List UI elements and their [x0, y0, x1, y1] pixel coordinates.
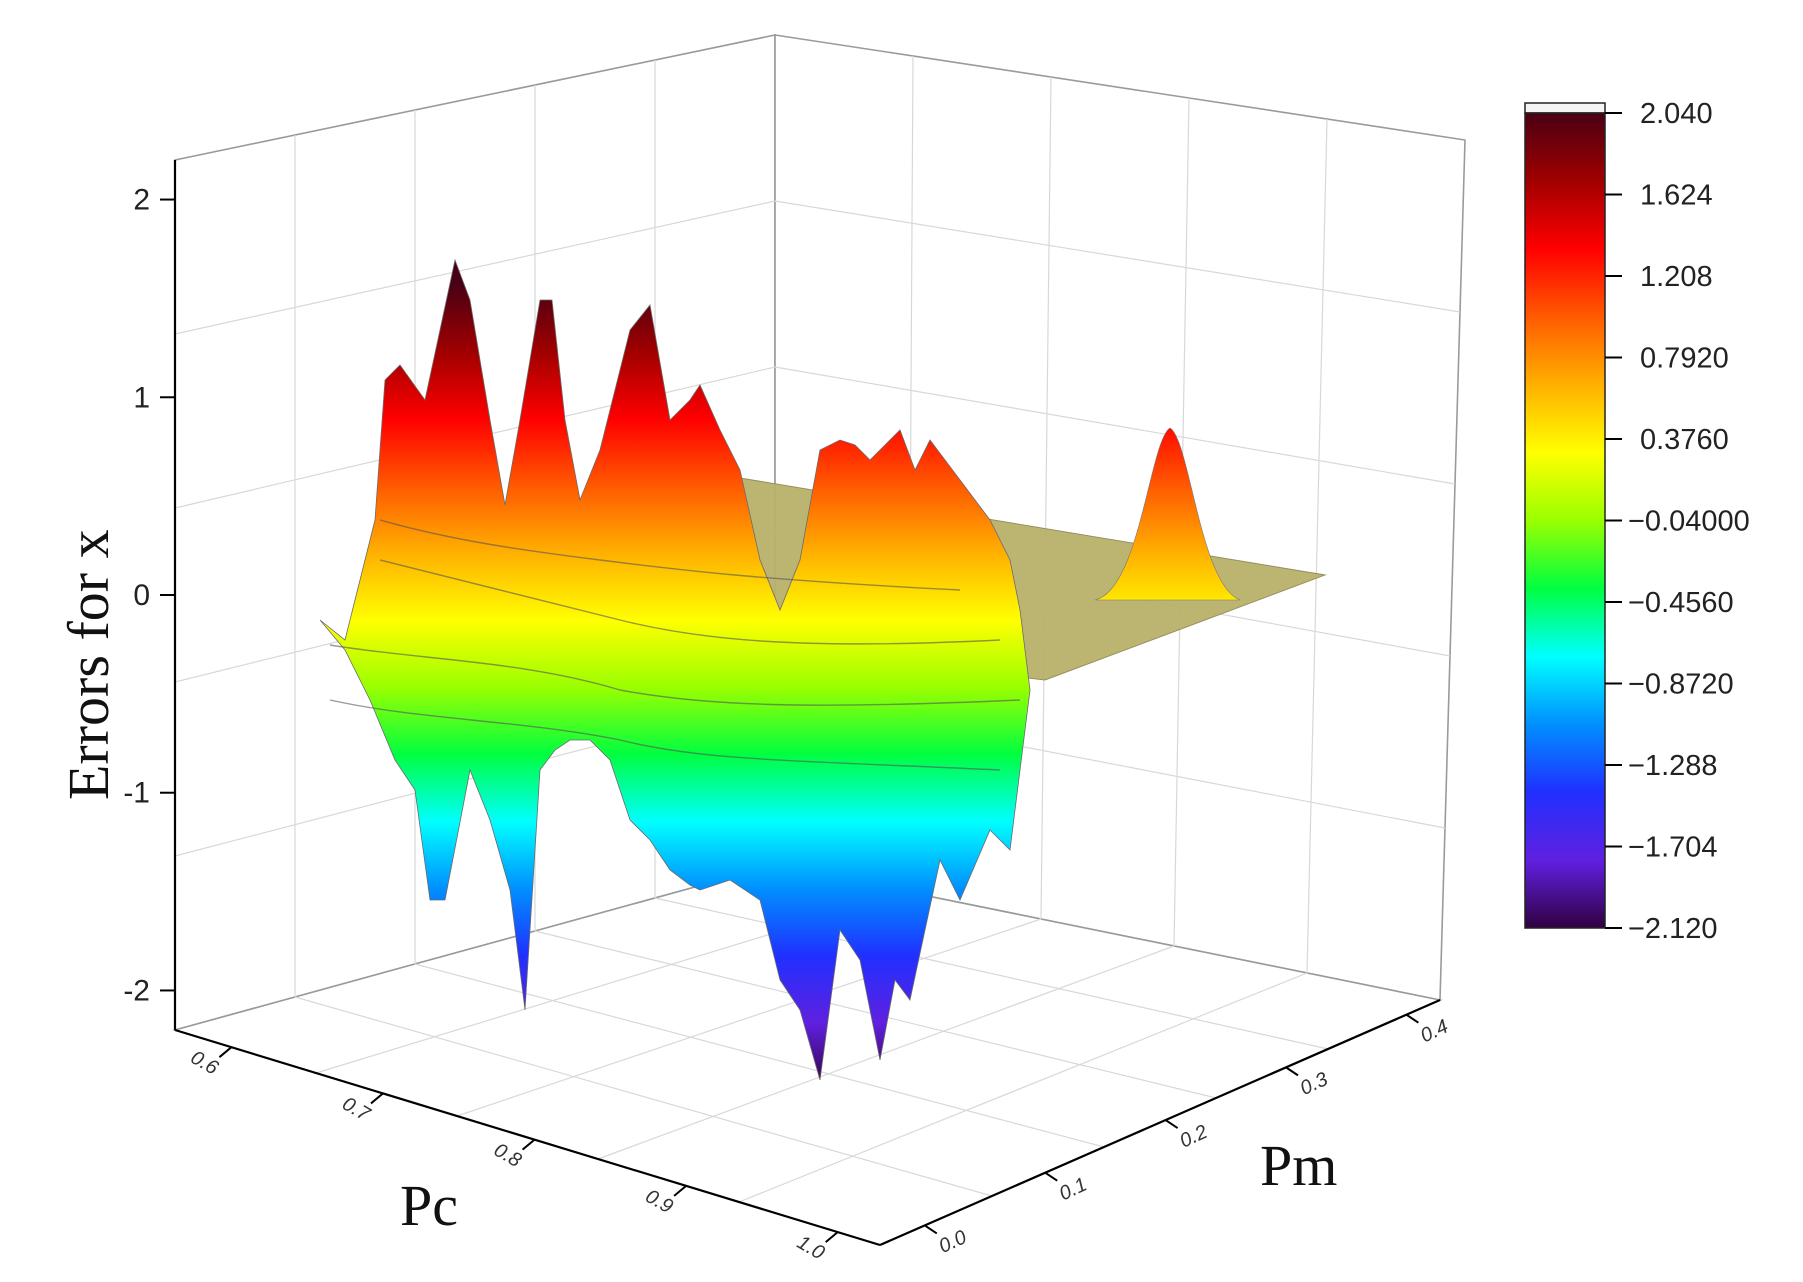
pc-tick-label: 0.6 — [187, 1047, 223, 1080]
colorbar-cap — [1524, 102, 1606, 114]
z-tick-label: 2 — [133, 184, 150, 217]
contour-line — [329, 644, 1021, 706]
colorbar-label: −1.288 — [1628, 750, 1718, 782]
pm-axis-title: Pm — [1260, 1133, 1337, 1198]
pc-tick-label: 0.8 — [490, 1139, 525, 1172]
contour-line — [329, 699, 1001, 771]
pm-tick-label: 0.3 — [1297, 1068, 1332, 1100]
colorbar: 2.040 1.624 1.208 0.7920 0.3760 −0.04000 −0.45… — [1524, 98, 1750, 945]
pc-tick-mark — [370, 1092, 384, 1105]
grid-line — [414, 963, 1105, 1148]
colorbar-label: 0.7920 — [1640, 343, 1729, 375]
pm-tick-mark — [924, 1224, 938, 1235]
pc-tick-label: 0.9 — [642, 1185, 677, 1218]
surface-body — [319, 258, 1031, 1081]
pm-tick-label: 0.4 — [1417, 1016, 1452, 1048]
z-tick-label: -2 — [123, 974, 150, 1007]
pm-tick-label: 0.1 — [1056, 1174, 1091, 1206]
pc-tick-label: 1.0 — [793, 1231, 828, 1264]
pm-axis-ticks: 0.0 0.1 0.2 0.3 0.4 — [924, 1013, 1452, 1258]
z-axis-title: Errors for x — [56, 529, 121, 800]
contour-line — [379, 559, 1001, 645]
colorbar-label: 1.208 — [1640, 261, 1713, 293]
grid-line — [738, 972, 1308, 1203]
grid-line — [597, 945, 1175, 1160]
grid-line — [774, 200, 1461, 313]
colorbar-label: 2.040 — [1640, 98, 1713, 130]
pm-tick-mark — [1165, 1119, 1179, 1129]
pm-tick-label: 0.0 — [936, 1226, 971, 1258]
z-axis-ticks: -2 -1 0 1 2 — [123, 184, 175, 1007]
colorbar-label: −2.120 — [1628, 913, 1718, 945]
colorbar-labels: 2.040 1.624 1.208 0.7920 0.3760 −0.04000 −0.45… — [1605, 98, 1750, 945]
pc-tick-label: 0.7 — [338, 1093, 374, 1126]
colorbar-label: 0.3760 — [1640, 424, 1729, 456]
colorbar-label: −0.4560 — [1628, 587, 1734, 619]
colorbar-label: −1.704 — [1628, 832, 1718, 864]
surface-peak — [1094, 427, 1241, 601]
contour-line — [379, 519, 961, 591]
z-tick-label: -1 — [123, 777, 150, 810]
z-axis-title-text: Errors for x — [56, 529, 121, 800]
colorbar-label: 1.624 — [1640, 180, 1713, 212]
colorbar-label: −0.8720 — [1628, 669, 1734, 701]
pm-axis-line — [879, 998, 1441, 1247]
pc-tick-mark — [673, 1185, 687, 1197]
pm-tick-label: 0.2 — [1176, 1121, 1211, 1153]
grid-line — [1306, 118, 1328, 974]
pc-tick-mark — [825, 1231, 839, 1243]
pm-tick-mark — [1285, 1066, 1299, 1077]
grid-line — [1040, 76, 1052, 920]
colorbar-label: −0.04000 — [1628, 506, 1750, 538]
grid-line — [294, 996, 993, 1197]
colorbar-ramp — [1524, 112, 1606, 929]
pc-axis-line — [174, 1028, 881, 1247]
pm-tick-mark — [1405, 1013, 1419, 1024]
grid-line — [774, 366, 1456, 485]
error-surface — [319, 258, 1327, 1081]
pm-tick-mark — [1044, 1171, 1058, 1182]
z-tick-label: 1 — [133, 381, 150, 414]
pc-axis-title: Pc — [400, 1173, 458, 1238]
z-tick-label: 0 — [133, 579, 150, 612]
pc-tick-mark — [521, 1138, 536, 1151]
pc-tick-mark — [218, 1046, 233, 1058]
grid-line — [456, 918, 1042, 1117]
grid-line — [174, 200, 776, 335]
